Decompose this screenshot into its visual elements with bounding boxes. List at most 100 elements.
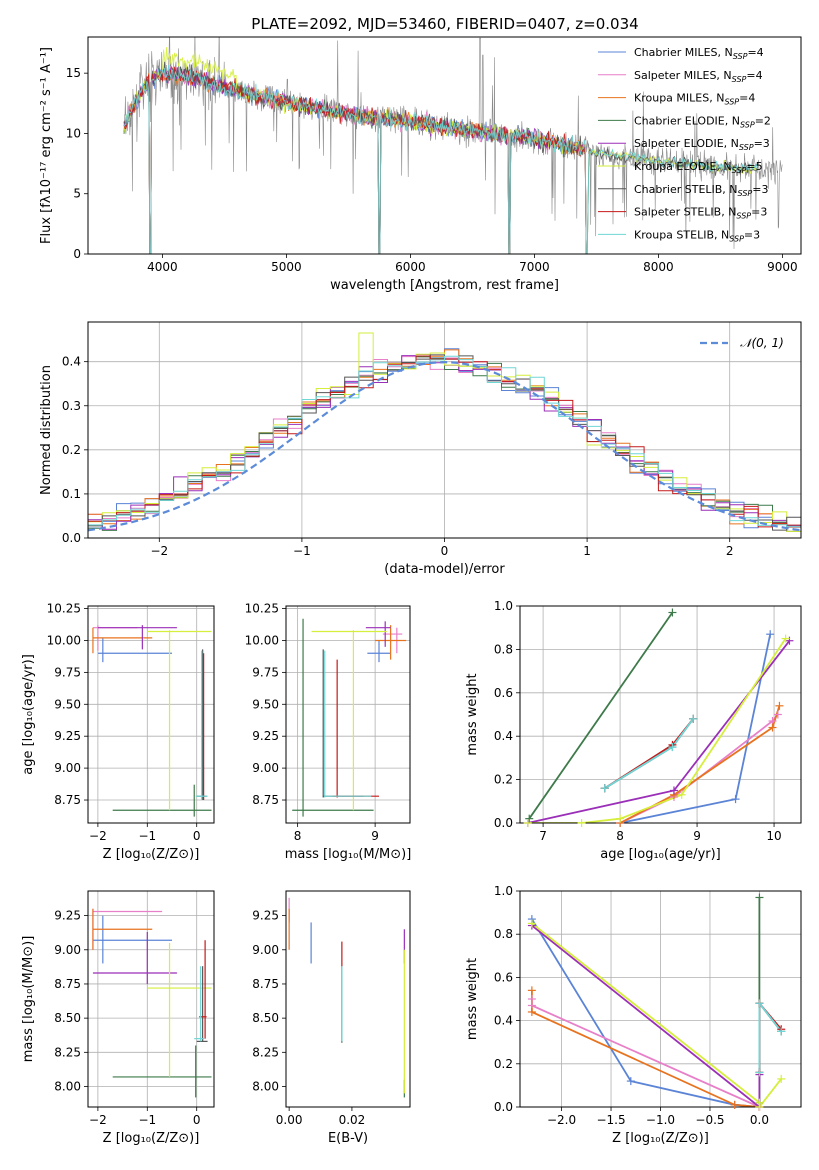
x-axis-label: age [log₁₀(age/yr)] <box>600 847 721 862</box>
x-axis-label: E(B-V) <box>328 1131 368 1146</box>
series-line-salpeter_elodie <box>531 924 761 1107</box>
x-tick-label: −1.0 <box>646 1113 675 1127</box>
y-tick-label: 0.2 <box>62 443 81 457</box>
x-tick-label: 10 <box>766 829 781 843</box>
legend-label: Salpeter MILES, NSSP=4 <box>634 69 763 84</box>
plot-area <box>531 897 782 1107</box>
x-axis-label: Z [log₁₀(Z/Z⊙)] <box>103 1131 200 1146</box>
y-tick-label: 10.00 <box>47 633 81 647</box>
x-axis-label: (data-model)/error <box>384 562 505 577</box>
series-line-kroupa_stelib <box>604 718 694 790</box>
plot-area <box>92 625 212 817</box>
data-point-kroupa_stelib <box>689 714 698 723</box>
y-tick-label: 1.0 <box>494 884 513 898</box>
x-tick-label: 4000 <box>147 260 178 274</box>
data-point-salpeter_miles <box>773 710 782 719</box>
y-tick-label: 9.00 <box>54 761 81 775</box>
y-axis-label: mass weight <box>465 673 480 755</box>
data-point-kroupa_miles <box>527 1007 536 1016</box>
residual-histogram-kroupa_stelib <box>88 355 801 528</box>
y-tick-label: 9.00 <box>54 943 81 957</box>
y-tick-label: 9.50 <box>54 697 81 711</box>
y-tick-label: 0.4 <box>494 1014 513 1028</box>
x-tick-label: −1 <box>138 1113 156 1127</box>
y-tick-label: 8.75 <box>252 793 279 807</box>
plot-area <box>123 37 783 254</box>
y-tick-label: 8.75 <box>54 977 81 991</box>
y-tick-label: 8.50 <box>54 1011 81 1025</box>
x-tick-label: 0 <box>193 829 201 843</box>
axes-frame <box>285 890 411 1108</box>
series-line-chabrier_elodie <box>528 611 674 820</box>
x-axis-label: wavelength [Angstrom, rest frame] <box>330 278 559 293</box>
y-tick-label: 8.50 <box>252 1011 279 1025</box>
data-point-kroupa_elodie <box>616 814 625 823</box>
x-tick-label: 1 <box>583 544 591 558</box>
data-point-kroupa_stelib <box>777 1027 786 1036</box>
x-tick-label: 7 <box>539 829 547 843</box>
model-spectrum-line-kroupa_stelib <box>123 64 759 254</box>
x-tick-label: −2 <box>89 829 107 843</box>
x-axis-label: Z [log₁₀(Z/Z⊙)] <box>612 1131 709 1146</box>
axes-frame <box>87 890 215 1108</box>
series-line-salpeter_stelib <box>604 718 694 790</box>
x-axis-label: mass [log₁₀(M/M⊙)] <box>285 847 412 862</box>
axes-frame <box>285 605 411 824</box>
data-point-kroupa_miles <box>730 1100 739 1109</box>
y-tick-label: 0.0 <box>62 531 81 545</box>
data-point-kroupa_stelib <box>668 743 677 752</box>
axes-frame <box>519 890 802 1108</box>
x-tick-label: 8 <box>616 829 624 843</box>
x-tick-label: 2 <box>726 544 734 558</box>
x-tick-label: 6000 <box>395 260 426 274</box>
x-tick-label: 0 <box>441 544 449 558</box>
legend-label: Kroupa STELIB, NSSP=3 <box>634 228 760 243</box>
y-tick-label: 10.25 <box>245 602 279 616</box>
data-point-kroupa_elodie <box>577 819 586 827</box>
data-point-chabrier_miles <box>766 630 775 639</box>
data-point-chabrier_elodie <box>525 814 534 823</box>
y-tick-label: 0.6 <box>494 970 513 984</box>
y-tick-label: 0.2 <box>494 773 513 787</box>
weight-vs-metallicity-panel: −2.0 −1.5 −1.0 −0.5 0.0 0.0 0.2 0.4 0.6 0.8 1.0 Z [… <box>465 884 802 1146</box>
y-tick-label: 0.3 <box>62 399 81 413</box>
x-tick-label: 0.02 <box>339 1113 366 1127</box>
figure-title: PLATE=2092, MJD=53460, FIBERID=0407, z=0… <box>251 15 638 33</box>
y-tick-label: 10.25 <box>47 602 81 616</box>
plot-area <box>92 908 212 1098</box>
y-tick-label: 9.75 <box>252 665 279 679</box>
residual-histogram-salpeter_stelib <box>88 355 801 528</box>
x-tick-label: −1.5 <box>596 1113 625 1127</box>
y-tick-label: 1.0 <box>494 599 513 613</box>
y-tick-label: 0.1 <box>62 487 81 501</box>
y-tick-label: 9.25 <box>252 729 279 743</box>
legend-label: Kroupa ELODIE, NSSP=5 <box>634 160 763 175</box>
y-tick-label: 8.75 <box>252 977 279 991</box>
plot-area <box>292 618 407 817</box>
y-tick-label: 0.8 <box>494 927 513 941</box>
data-point-kroupa_stelib <box>755 999 764 1008</box>
series-line-chabrier_stelib <box>758 1000 782 1073</box>
y-tick-label: 9.25 <box>252 909 279 923</box>
x-tick-label: −0.5 <box>695 1113 724 1127</box>
x-tick-label: −1 <box>138 829 156 843</box>
y-tick-label: 8.25 <box>54 1045 81 1059</box>
y-tick-label: 9.00 <box>252 943 279 957</box>
y-tick-label: 9.25 <box>54 909 81 923</box>
data-point-salpeter_elodie <box>669 786 678 795</box>
x-tick-label: 0.00 <box>276 1113 303 1127</box>
data-point-kroupa_miles <box>768 723 777 732</box>
axes-frame <box>519 605 802 824</box>
legend-label: Kroupa MILES, NSSP=4 <box>634 92 755 107</box>
x-tick-label: 8 <box>294 829 302 843</box>
y-tick-label: 15 <box>66 66 81 80</box>
model-spectrum-line-chabrier_miles <box>123 67 588 254</box>
x-tick-label: 0 <box>193 1113 201 1127</box>
data-point-kroupa_miles <box>527 986 536 995</box>
y-tick-label: 9.00 <box>252 761 279 775</box>
x-tick-label: 7000 <box>519 260 550 274</box>
y-axis-label: age [log₁₀(age/yr)] <box>21 654 36 775</box>
mass-vs-metallicity-panel: −2 −1 0 8.00 8.25 8.50 8.75 9.00 9.25 Z [log₁₀(Z/… <box>21 890 215 1146</box>
y-tick-label: 8.75 <box>54 793 81 807</box>
